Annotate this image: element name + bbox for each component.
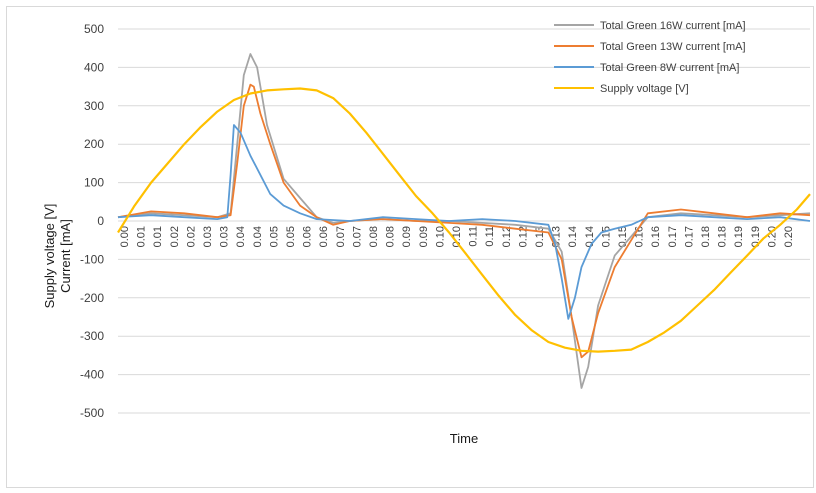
series-line-3 xyxy=(117,87,811,353)
x-tick-label: 0.11 xyxy=(468,226,480,247)
x-tick-label: 0.12 xyxy=(501,226,513,247)
x-tick-label: 0.11 xyxy=(484,226,496,247)
chart-frame xyxy=(6,6,814,488)
x-tick-label: 0.03 xyxy=(202,226,214,247)
y-tick-label: 400 xyxy=(84,60,104,74)
x-tick-label: 0.14 xyxy=(584,226,596,247)
x-tick-label: 0.08 xyxy=(368,226,380,247)
x-tick-label: 0.20 xyxy=(766,226,778,247)
x-tick-label: 0.06 xyxy=(302,226,314,247)
x-tick-label: 0.14 xyxy=(567,226,579,247)
x-tick-label: 0.10 xyxy=(451,226,463,247)
x-tick-label: 0.07 xyxy=(351,226,363,247)
x-tick-label: 0.18 xyxy=(717,226,729,247)
x-tick-label: 0.12 xyxy=(517,226,529,247)
x-tick-label: 0.20 xyxy=(783,226,795,247)
x-tick-label: 0.09 xyxy=(418,226,430,247)
x-tick-label: 0.03 xyxy=(219,226,231,247)
x-tick-label: 0.04 xyxy=(235,226,247,247)
x-tick-label: 0.01 xyxy=(152,226,164,247)
x-tick-label: 0.19 xyxy=(733,226,745,247)
y-tick-label: 300 xyxy=(84,99,104,113)
x-tick-label: 0.18 xyxy=(700,226,712,247)
y-tick-label: 0 xyxy=(97,214,104,228)
x-tick-label: 0.16 xyxy=(650,226,662,247)
series-lines xyxy=(117,53,811,389)
x-tick-label: 0.15 xyxy=(617,226,629,247)
x-tick-label: 0.02 xyxy=(169,226,181,247)
y-tick-label: 100 xyxy=(84,176,104,190)
y-axis-title-current: Current [mA] xyxy=(58,219,73,293)
x-axis-title: Time xyxy=(450,431,478,446)
y-tick-label: 500 xyxy=(84,22,104,36)
x-tick-label: 0.13 xyxy=(534,226,546,247)
x-tick-label: 0.04 xyxy=(252,226,264,247)
x-tick-label: 0.01 xyxy=(136,226,148,247)
y-tick-label: -200 xyxy=(80,291,104,305)
x-tick-label: 0.19 xyxy=(750,226,762,247)
y-tick-label: -400 xyxy=(80,368,104,382)
y-tick-label: -500 xyxy=(80,406,104,420)
legend-label: Total Green 13W current [mA] xyxy=(600,41,746,53)
x-tick-label: 0.09 xyxy=(401,226,413,247)
x-tick-label: 0.17 xyxy=(683,226,695,247)
x-tick-label: 0.10 xyxy=(434,226,446,247)
y-axis-ticks: 500 400 300 200 100 0 -100 -200 -300 -400 -500 xyxy=(80,22,104,420)
y-axis-title-voltage: Supply voltage [V] xyxy=(42,204,57,309)
legend-label: Supply voltage [V] xyxy=(600,83,689,95)
x-tick-label: 0.02 xyxy=(185,226,197,247)
legend-label: Total Green 16W current [mA] xyxy=(600,20,746,32)
x-axis-ticks: 0.00 0.01 0.01 0.02 0.02 0.03 0.03 0.04 0.04 0.05… xyxy=(119,226,795,247)
series-line-2 xyxy=(117,124,811,320)
x-tick-label: 0.05 xyxy=(268,226,280,247)
x-tick-label: 0.16 xyxy=(634,226,646,247)
x-tick-label: 0.06 xyxy=(318,226,330,247)
legend-label: Total Green 8W current [mA] xyxy=(600,62,739,74)
x-tick-label: 0.05 xyxy=(285,226,297,247)
y-tick-label: -100 xyxy=(80,252,104,266)
x-tick-label: 0.07 xyxy=(335,226,347,247)
legend: Total Green 16W current [mA] Total Green … xyxy=(554,20,746,95)
series-line-1 xyxy=(117,83,811,359)
y-tick-label: -300 xyxy=(80,329,104,343)
grid-lines xyxy=(118,28,810,414)
x-tick-label: 0.17 xyxy=(667,226,679,247)
y-tick-label: 200 xyxy=(84,137,104,151)
x-tick-label: 0.08 xyxy=(385,226,397,247)
x-tick-label: 0.00 xyxy=(119,226,131,247)
